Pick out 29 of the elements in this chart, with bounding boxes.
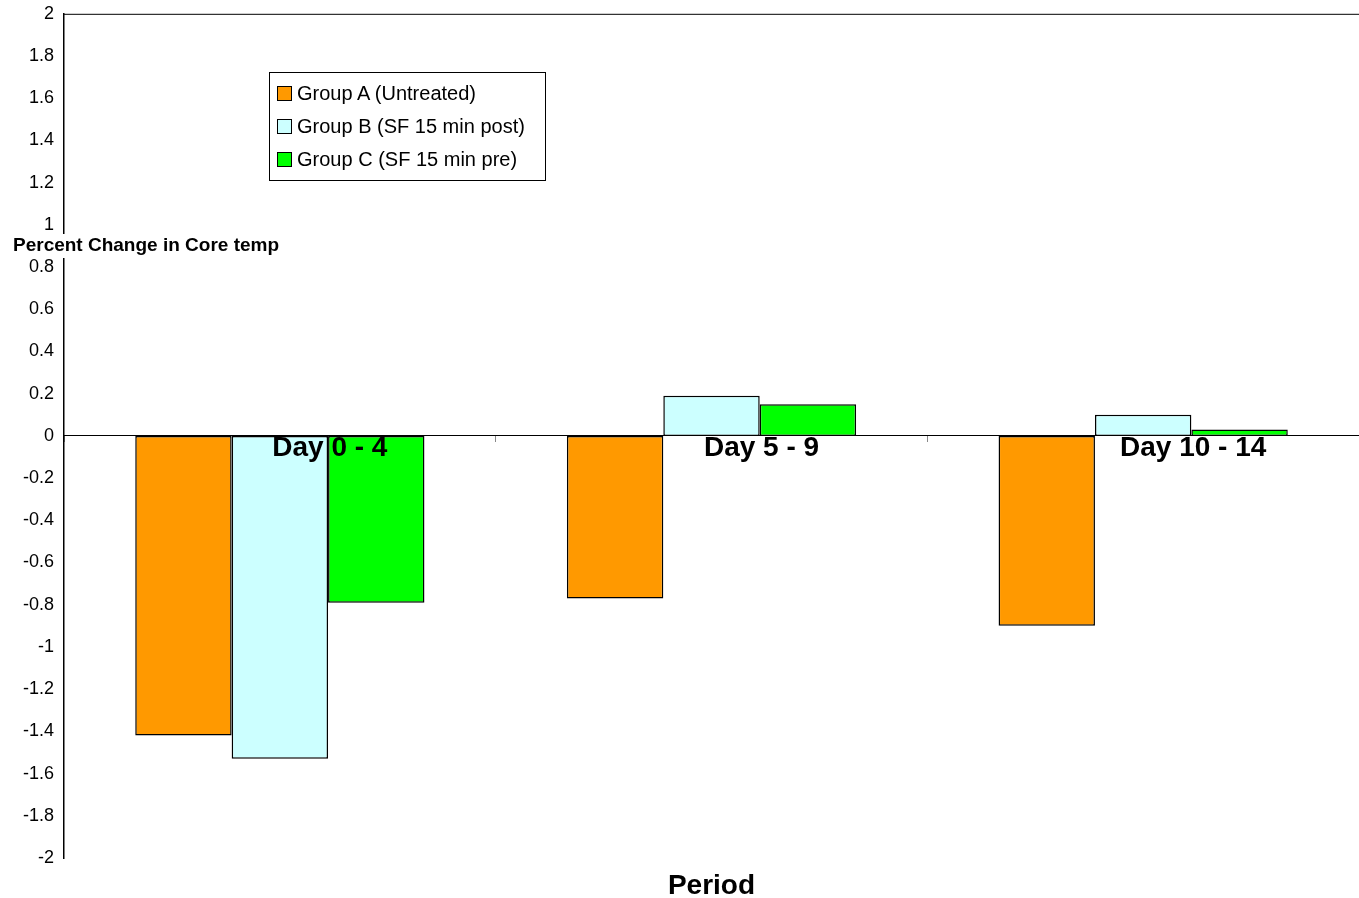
y-tick-label: 0.2 — [28, 382, 55, 403]
y-tick-label: -1.6 — [22, 762, 55, 783]
x-tick-label: Day 10 - 14 — [1120, 430, 1267, 462]
y-tick-label: -2 — [38, 846, 55, 867]
y-tick-label: 0 — [44, 424, 55, 445]
y-tick-label: 1.4 — [28, 129, 55, 150]
y-tick-label: -1.4 — [22, 720, 55, 741]
legend-label: Group B (SF 15 min post) — [297, 114, 525, 139]
y-tick-label: -0.2 — [22, 467, 55, 488]
y-tick-label: -1.2 — [22, 678, 55, 699]
y-tick-label: -0.8 — [22, 593, 55, 614]
y-tick-label: 1.2 — [28, 171, 55, 192]
y-tick-label: -0.4 — [22, 509, 55, 530]
y-tick-label: 0.6 — [28, 298, 55, 319]
y-tick-label: 0.4 — [28, 340, 55, 361]
y-tick-label: 0.8 — [28, 256, 55, 277]
y-axis-title: Percent Change in Core temp — [13, 234, 280, 256]
y-tick-label: 1.8 — [28, 44, 55, 65]
legend-label: Group A (Untreated) — [297, 81, 476, 106]
y-tick-label: -0.6 — [22, 551, 55, 572]
x-tick-label: Day 0 - 4 — [272, 430, 388, 462]
y-tick-label: -1.8 — [22, 804, 55, 825]
y-tick-label: 2 — [44, 2, 55, 23]
x-axis-title: Period — [667, 868, 756, 898]
y-tick-label: 1.6 — [28, 87, 55, 108]
legend-label: Group C (SF 15 min pre) — [297, 147, 518, 172]
y-tick-label: -1 — [38, 635, 55, 656]
x-tick-label: Day 5 - 9 — [703, 430, 820, 462]
y-tick-label: 1 — [44, 213, 55, 234]
